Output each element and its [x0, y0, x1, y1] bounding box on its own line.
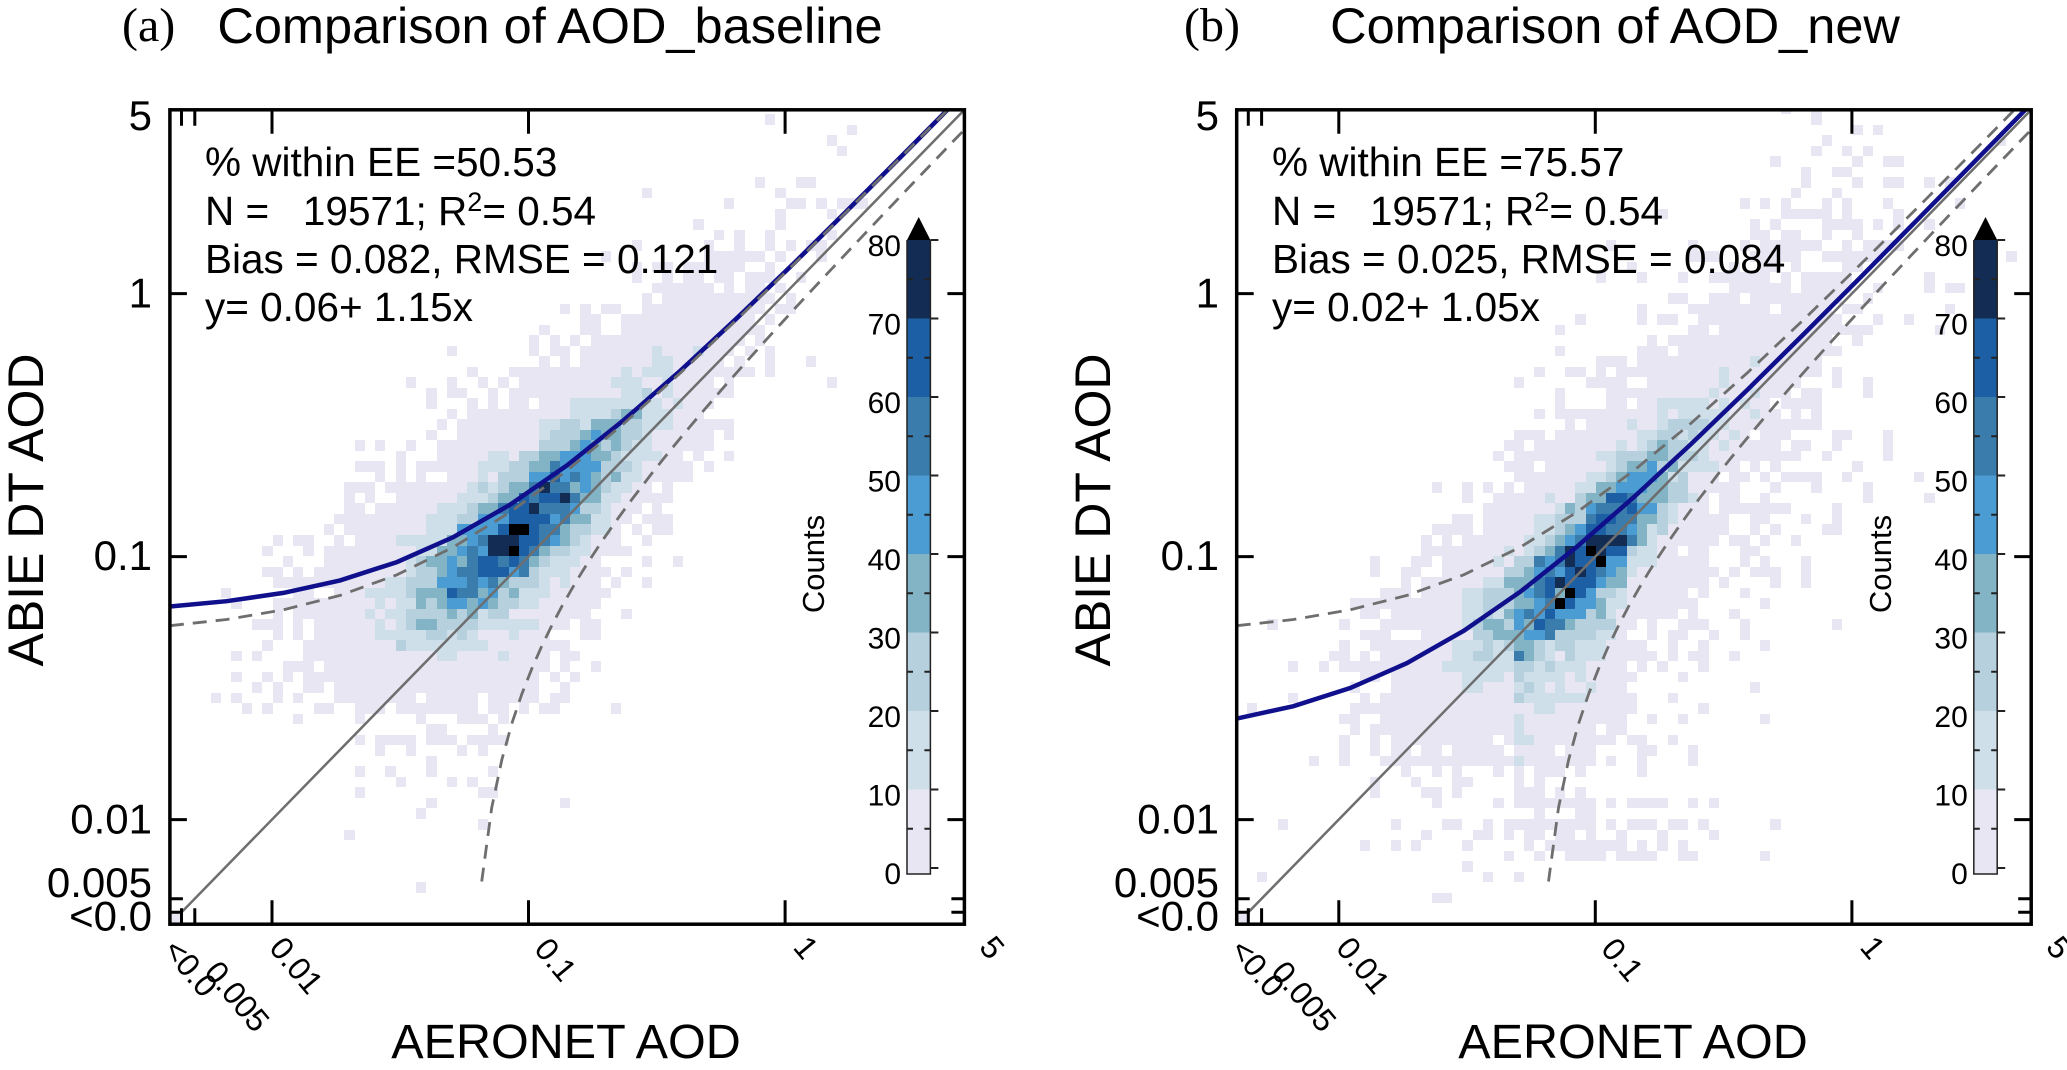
svg-text:50: 50 [868, 466, 901, 499]
svg-text:AERONET AOD: AERONET AOD [1458, 1015, 1807, 1065]
svg-text:% within EE =50.53: % within EE =50.53 [205, 139, 557, 185]
svg-text:10: 10 [868, 780, 901, 813]
svg-text:<0.0: <0.0 [69, 892, 152, 939]
svg-text:5: 5 [1196, 92, 1219, 139]
svg-text:30: 30 [1934, 623, 1967, 656]
svg-text:N = 19571; R2= 0.54: N = 19571; R2= 0.54 [1272, 187, 1663, 234]
svg-text:60: 60 [868, 387, 901, 420]
svg-text:80: 80 [868, 230, 901, 263]
svg-text:Comparison of AOD_baseline: Comparison of AOD_baseline [217, 0, 882, 54]
svg-text:AERONET AOD: AERONET AOD [391, 1015, 740, 1065]
svg-text:1: 1 [129, 270, 152, 317]
svg-text:0.01: 0.01 [70, 796, 152, 843]
svg-text:0.1: 0.1 [1161, 532, 1219, 579]
svg-text:y= 0.06+ 1.15x: y= 0.06+ 1.15x [205, 284, 473, 330]
svg-text:Bias = 0.025, RMSE = 0.084: Bias = 0.025, RMSE = 0.084 [1272, 236, 1785, 282]
svg-text:Bias = 0.082, RMSE = 0.121: Bias = 0.082, RMSE = 0.121 [205, 236, 718, 282]
svg-text:ABIE DT AOD: ABIE DT AOD [0, 353, 54, 666]
svg-text:70: 70 [868, 309, 901, 342]
svg-text:0.1: 0.1 [94, 532, 152, 579]
svg-text:60: 60 [1934, 387, 1967, 420]
svg-text:40: 40 [1934, 544, 1967, 577]
svg-text:ABIE DT AOD: ABIE DT AOD [1065, 353, 1121, 666]
svg-text:(a): (a) [122, 0, 175, 52]
svg-text:Comparison of AOD_new: Comparison of AOD_new [1330, 0, 1900, 54]
svg-text:20: 20 [868, 701, 901, 734]
svg-text:y= 0.02+ 1.05x: y= 0.02+ 1.05x [1272, 284, 1540, 330]
svg-text:20: 20 [1934, 701, 1967, 734]
svg-text:0.01: 0.01 [1137, 796, 1219, 843]
svg-text:N = 19571; R2= 0.54: N = 19571; R2= 0.54 [205, 187, 596, 234]
svg-text:50: 50 [1934, 466, 1967, 499]
svg-text:10: 10 [1934, 780, 1967, 813]
svg-text:Counts: Counts [1863, 515, 1898, 613]
svg-text:40: 40 [868, 544, 901, 577]
svg-text:Counts: Counts [796, 515, 831, 613]
svg-text:1: 1 [1196, 270, 1219, 317]
svg-text:0: 0 [1951, 858, 1968, 891]
svg-text:80: 80 [1934, 230, 1967, 263]
svg-text:0: 0 [884, 858, 901, 891]
svg-text:0.005: 0.005 [47, 859, 152, 906]
svg-text:<0.0: <0.0 [1136, 892, 1219, 939]
svg-text:% within EE =75.57: % within EE =75.57 [1272, 139, 1624, 185]
svg-text:70: 70 [1934, 309, 1967, 342]
svg-text:5: 5 [129, 92, 152, 139]
svg-text:30: 30 [868, 623, 901, 656]
svg-text:(b): (b) [1184, 0, 1240, 52]
svg-text:0.005: 0.005 [1114, 859, 1219, 906]
